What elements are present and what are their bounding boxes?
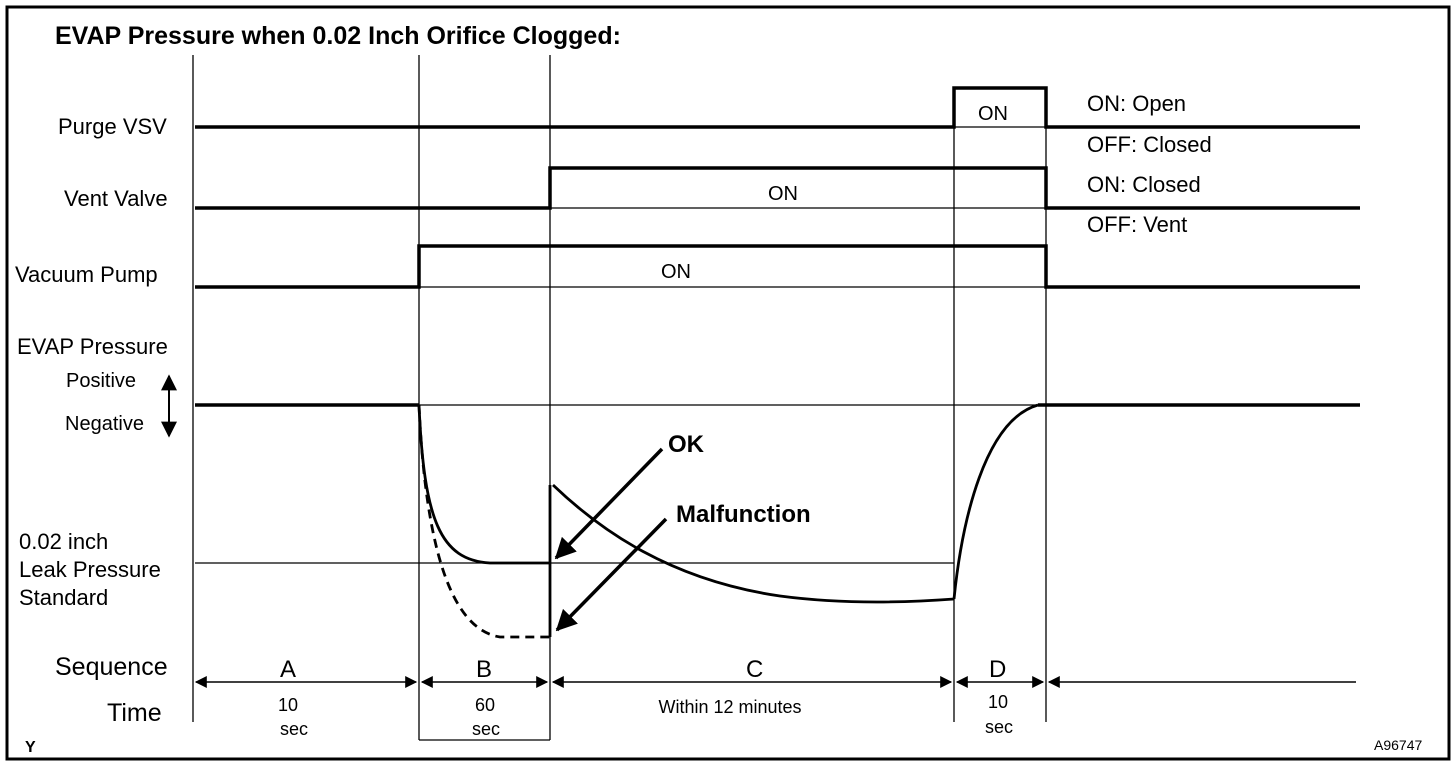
ok-callout-label: OK [668,431,705,458]
evap-pressure-row: EVAP Pressure Positive Negative 0.02 inc… [17,334,1360,639]
time-a-unit: sec [280,719,308,739]
negative-label: Negative [65,413,144,435]
sequence-step-a: A [280,656,296,683]
purge-vsv-on-text: ON [978,103,1008,125]
phase-dividers [192,55,1047,741]
ok-pressure-curve [417,404,550,565]
vacuum-pump-waveform [195,244,1360,289]
purge-vsv-waveform [195,86,1360,129]
vent-valve-waveform [195,166,1360,210]
vacuum-pump-label: Vacuum Pump [15,262,158,287]
time-d-unit: sec [985,717,1013,737]
pressure-recovery-curve [952,403,1039,600]
leak-standard-line3: Standard [19,585,108,610]
time-d-value: 10 [988,692,1008,712]
malfunction-callout-arrow [555,517,668,632]
leak-standard-line2: Leak Pressure [19,557,161,582]
purge-vsv-state-off: OFF: Closed [1087,132,1212,157]
sequence-step-b: B [476,656,492,683]
time-label: Time [107,699,162,727]
sequence-step-c: C [746,656,763,683]
positive-label: Positive [66,370,136,392]
vent-valve-on-text: ON [768,183,798,205]
vacuum-pump-on-text: ON [661,261,691,283]
vent-valve-state-off: OFF: Vent [1087,212,1187,237]
corner-mark: Y [25,739,36,756]
outer-frame [5,5,1451,761]
time-b-value: 60 [475,695,495,715]
purge-vsv-state-on: ON: Open [1087,91,1186,116]
malfunction-callout-label: Malfunction [676,501,811,528]
figure-code: A96747 [1374,737,1422,753]
leak-standard-line1: 0.02 inch [19,529,108,554]
evap-pressure-label: EVAP Pressure [17,334,168,359]
pressure-reference-decay [552,483,955,604]
vent-valve-state-on: ON: Closed [1087,172,1201,197]
time-a-value: 10 [278,695,298,715]
malfunction-pressure-curve [417,404,550,639]
purge-vsv-label: Purge VSV [58,114,167,139]
sequence-label: Sequence [55,653,168,681]
sequence-row: Sequence Time A B C D 10 sec 60 sec With… [55,653,1356,739]
time-b-unit: sec [472,719,500,739]
vent-valve-row: Vent Valve ON ON: Closed OFF: Vent [64,166,1360,237]
diagram-title: EVAP Pressure when 0.02 Inch Orifice Clo… [55,22,621,50]
purge-vsv-row: Purge VSV ON ON: Open OFF: Closed [58,86,1360,157]
vent-valve-label: Vent Valve [64,186,168,211]
sequence-step-d: D [989,656,1006,683]
ok-callout-arrow [554,447,664,560]
time-c-value: Within 12 minutes [658,697,801,717]
vacuum-pump-row: Vacuum Pump ON [15,244,1360,289]
